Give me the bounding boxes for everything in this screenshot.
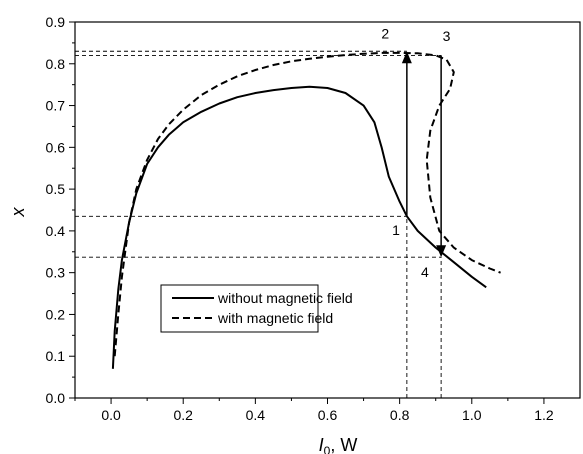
x-tick-label: 1.0 [462, 407, 482, 423]
guide-lines [75, 50, 442, 398]
x-tick-label: 1.2 [534, 407, 554, 423]
x-axis-label: I0, W [319, 435, 358, 454]
y-tick-label: 0.7 [46, 98, 66, 114]
plot-area [74, 21, 581, 399]
y-tick-label: 0.2 [46, 306, 66, 322]
x-tick-label: 0.6 [318, 407, 338, 423]
point-label: 1 [392, 222, 400, 238]
plot-frame [74, 21, 581, 399]
point-label: 2 [381, 26, 389, 42]
y-tick-label: 0.6 [46, 139, 66, 155]
x-tick-label: 0.0 [101, 407, 121, 423]
arrow-head [401, 51, 412, 64]
legend-label-with: with magnetic field [217, 310, 333, 326]
y-tick-label: 0.1 [46, 348, 66, 364]
x-tick-label: 0.4 [246, 407, 266, 423]
legend-label-without: without magnetic field [217, 290, 353, 306]
y-tick-label: 0.3 [46, 265, 66, 281]
legend: without magnetic field with magnetic fie… [160, 284, 353, 333]
transition-arrows [401, 51, 447, 258]
y-axis-label: x [8, 207, 28, 218]
point-label: 3 [443, 28, 451, 44]
x-tick-label: 0.2 [173, 407, 193, 423]
y-tick-label: 0.9 [46, 14, 66, 30]
x-tick-label: 0.8 [390, 407, 410, 423]
series-line-with-field [113, 51, 501, 357]
arrow-head [436, 245, 447, 258]
point-annotations: 1 2 3 4 [381, 26, 450, 280]
legend-box [160, 284, 319, 333]
x-axis: 0.0 0.2 0.4 0.6 0.8 1.0 1.2 [74, 398, 554, 423]
y-axis: 0.0 0.1 0.2 0.3 0.4 0.5 0.6 0.7 0.8 0.9 [46, 14, 75, 406]
y-tick-label: 0.5 [46, 181, 66, 197]
point-label: 4 [421, 264, 429, 280]
y-tick-label: 0.4 [46, 223, 66, 239]
y-tick-label: 0.0 [46, 390, 66, 406]
y-tick-label: 0.8 [46, 56, 66, 72]
series-layer [111, 51, 501, 369]
